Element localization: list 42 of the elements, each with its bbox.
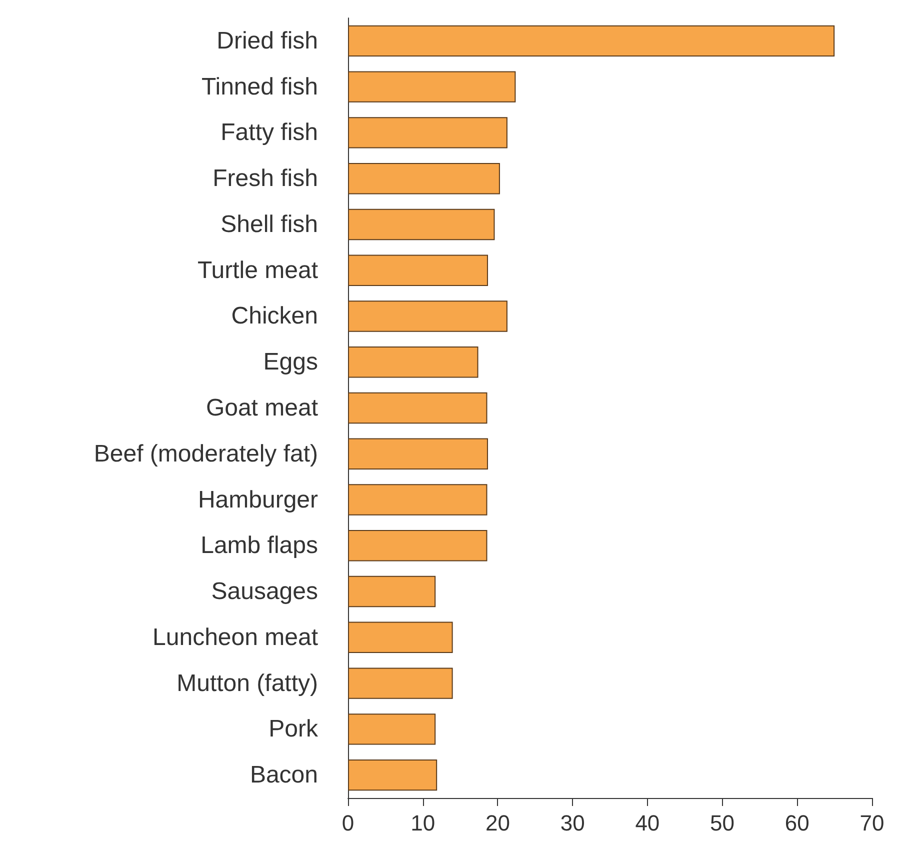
y-tick-label: Chicken bbox=[231, 302, 318, 330]
bar bbox=[348, 25, 835, 57]
y-tick-label: Hamburger bbox=[198, 486, 318, 514]
bar bbox=[348, 530, 488, 562]
y-tick-label: Dried fish bbox=[216, 27, 318, 54]
y-tick-label: Beef (moderately fat) bbox=[94, 440, 318, 468]
x-tick-label: 20 bbox=[485, 810, 510, 836]
bar bbox=[348, 484, 488, 516]
y-tick-label: Shell fish bbox=[220, 210, 318, 238]
y-tick-label: Luncheon meat bbox=[152, 624, 318, 651]
bar bbox=[348, 622, 453, 654]
y-tick-label: Lamb flaps bbox=[200, 532, 318, 560]
y-tick-label: Bacon bbox=[250, 762, 318, 789]
y-tick-label: Sausages bbox=[211, 578, 318, 606]
x-tick-label: 0 bbox=[342, 810, 354, 836]
x-tick-label: 70 bbox=[860, 810, 884, 836]
bar bbox=[348, 254, 488, 286]
bar bbox=[348, 162, 500, 194]
bar bbox=[348, 300, 508, 332]
x-tick-label: 40 bbox=[635, 810, 660, 836]
x-tick-label: 50 bbox=[710, 810, 735, 836]
bar bbox=[348, 208, 495, 240]
bar bbox=[348, 668, 453, 699]
x-tick-label: 30 bbox=[560, 810, 585, 836]
bar bbox=[348, 714, 436, 745]
y-tick-label: Tinned fish bbox=[201, 73, 318, 100]
bar bbox=[348, 71, 516, 102]
y-tick-label: Mutton (fatty) bbox=[176, 670, 318, 697]
y-tick-label: Fatty fish bbox=[220, 119, 318, 146]
bar bbox=[348, 759, 438, 791]
y-tick-label: Eggs bbox=[263, 348, 318, 376]
x-tick-label: 10 bbox=[410, 810, 436, 836]
bar bbox=[348, 438, 488, 470]
y-tick-label: Pork bbox=[268, 716, 319, 743]
x-tick-label: 60 bbox=[784, 810, 810, 836]
bar bbox=[348, 346, 478, 378]
y-tick-label: Turtle meat bbox=[198, 256, 318, 284]
bar bbox=[348, 117, 508, 148]
y-tick-label: Fresh fish bbox=[212, 165, 318, 192]
y-tick-label: Goat meat bbox=[206, 394, 318, 422]
bar bbox=[348, 392, 488, 424]
bar bbox=[348, 576, 436, 608]
